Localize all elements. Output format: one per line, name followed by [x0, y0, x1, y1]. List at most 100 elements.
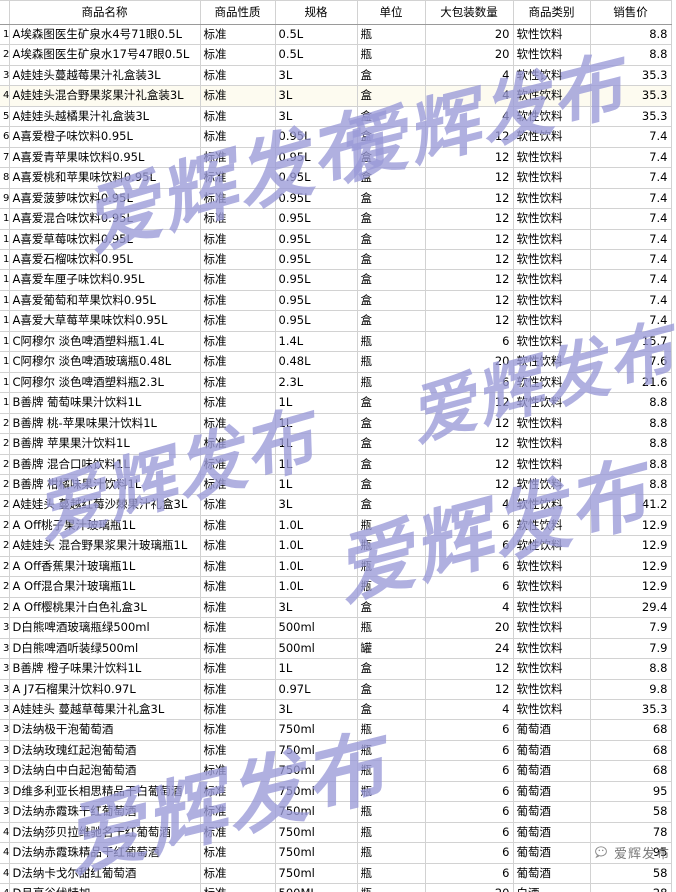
cell-rownum[interactable]: 20	[0, 413, 10, 435]
cell-cat[interactable]: 软性饮料	[513, 44, 591, 66]
cell-rownum[interactable]: 37	[0, 760, 10, 782]
cell-name[interactable]: A娃娃头越橘果汁礼盒装3L	[9, 106, 201, 128]
cell-price[interactable]: 12.9	[590, 515, 672, 537]
cell-price[interactable]: 7.9	[590, 638, 672, 660]
cell-rownum[interactable]: 8	[0, 167, 10, 189]
cell-spec[interactable]: 0.95L	[275, 310, 358, 332]
cell-nature[interactable]: 标准	[200, 494, 276, 516]
cell-price[interactable]: 7.4	[590, 167, 672, 189]
cell-rownum[interactable]: 12	[0, 249, 10, 271]
cell-price[interactable]: 7.4	[590, 269, 672, 291]
cell-spec[interactable]: 1.0L	[275, 515, 358, 537]
cell-spec[interactable]: 0.97L	[275, 679, 358, 700]
cell-pack[interactable]: 12	[425, 126, 514, 148]
cell-rownum[interactable]: 23	[0, 474, 10, 496]
cell-name[interactable]: A埃森图医生矿泉水4号71眼0.5L	[9, 24, 201, 46]
cell-name[interactable]: A娃娃头混合野果浆果汁礼盒装3L	[9, 85, 201, 107]
cell-spec[interactable]: 0.5L	[275, 44, 358, 66]
cell-name[interactable]: A喜爱混合味饮料0.95L	[9, 208, 201, 230]
table-row[interactable]: 38D维多利亚长相思精品干白葡萄酒标准750ml瓶6葡萄酒95	[0, 781, 672, 803]
cell-rownum[interactable]: 14	[0, 290, 10, 312]
cell-price[interactable]: 41.2	[590, 494, 672, 516]
cell-rownum[interactable]: 11	[0, 229, 10, 250]
cell-pack[interactable]: 20	[425, 351, 514, 373]
cell-nature[interactable]: 标准	[200, 188, 276, 210]
cell-cat[interactable]: 葡萄酒	[513, 781, 591, 803]
table-row[interactable]: 43D月亮谷伏特加标准500ML瓶20白酒28	[0, 883, 672, 892]
cell-cat[interactable]: 软性饮料	[513, 494, 591, 516]
column-header-unit[interactable]: 单位	[357, 0, 426, 25]
cell-unit[interactable]: 盒	[357, 229, 426, 250]
cell-cat[interactable]: 软性饮料	[513, 290, 591, 312]
cell-cat[interactable]: 软性饮料	[513, 454, 591, 475]
cell-price[interactable]: 8.8	[590, 392, 672, 414]
cell-rownum[interactable]: 26	[0, 535, 10, 557]
cell-unit[interactable]: 盒	[357, 208, 426, 230]
cell-name[interactable]: A喜爱橙子味饮料0.95L	[9, 126, 201, 148]
cell-price[interactable]: 78	[590, 822, 672, 844]
cell-nature[interactable]: 标准	[200, 576, 276, 598]
cell-name[interactable]: D白熊啤酒听装绿500ml	[9, 638, 201, 660]
cell-price[interactable]: 35.3	[590, 699, 672, 721]
table-row[interactable]: 37D法纳白中白起泡葡萄酒标准750ml瓶6葡萄酒68	[0, 760, 672, 782]
cell-rownum[interactable]: 5	[0, 106, 10, 128]
cell-nature[interactable]: 标准	[200, 760, 276, 782]
cell-nature[interactable]: 标准	[200, 433, 276, 455]
cell-price[interactable]: 7.4	[590, 188, 672, 210]
cell-name[interactable]: D法纳莎贝拉维驰名干红葡萄酒	[9, 822, 201, 844]
cell-name[interactable]: A喜爱青苹果味饮料0.95L	[9, 147, 201, 169]
cell-unit[interactable]: 瓶	[357, 883, 426, 892]
cell-pack[interactable]: 12	[425, 474, 514, 496]
cell-nature[interactable]: 标准	[200, 229, 276, 250]
cell-spec[interactable]: 750ml	[275, 719, 358, 741]
column-header-name[interactable]: 商品名称	[9, 0, 201, 25]
cell-nature[interactable]: 标准	[200, 85, 276, 107]
cell-pack[interactable]: 12	[425, 679, 514, 700]
cell-unit[interactable]: 瓶	[357, 822, 426, 844]
cell-name[interactable]: D法纳极干泡葡萄酒	[9, 719, 201, 741]
cell-unit[interactable]: 瓶	[357, 44, 426, 66]
column-header-rownum[interactable]	[0, 0, 10, 25]
cell-unit[interactable]: 盒	[357, 699, 426, 721]
cell-unit[interactable]: 盒	[357, 269, 426, 291]
cell-cat[interactable]: 软性饮料	[513, 392, 591, 414]
cell-name[interactable]: A喜爱石榴味饮料0.95L	[9, 249, 201, 271]
cell-unit[interactable]: 瓶	[357, 617, 426, 639]
cell-spec[interactable]: 0.95L	[275, 126, 358, 148]
table-row[interactable]: 4 A娃娃头混合野果浆果汁礼盒装3L 标准 3L 盒 4 软性饮料 35.3	[0, 85, 672, 107]
cell-pack[interactable]: 12	[425, 167, 514, 189]
cell-pack[interactable]: 20	[425, 617, 514, 639]
cell-cat[interactable]: 软性饮料	[513, 597, 591, 619]
cell-nature[interactable]: 标准	[200, 883, 276, 892]
cell-price[interactable]: 7.6	[590, 351, 672, 373]
cell-unit[interactable]: 盒	[357, 249, 426, 271]
cell-pack[interactable]: 6	[425, 822, 514, 844]
cell-name[interactable]: A Off樱桃果汁白色礼盒3L	[9, 597, 201, 619]
cell-price[interactable]: 8.8	[590, 413, 672, 435]
cell-pack[interactable]: 12	[425, 208, 514, 230]
cell-spec[interactable]: 750ml	[275, 781, 358, 803]
cell-nature[interactable]: 标准	[200, 372, 276, 394]
cell-pack[interactable]: 12	[425, 147, 514, 169]
cell-spec[interactable]: 0.95L	[275, 290, 358, 312]
cell-name[interactable]: B善牌 混合口味饮料1L	[9, 454, 201, 475]
cell-price[interactable]: 28	[590, 883, 672, 892]
cell-cat[interactable]: 软性饮料	[513, 413, 591, 435]
table-row[interactable]: 41D法纳赤霞珠精品干红葡萄酒标准750ml瓶6葡萄酒95	[0, 842, 672, 864]
cell-price[interactable]: 7.4	[590, 126, 672, 148]
cell-rownum[interactable]: 17	[0, 351, 10, 373]
cell-rownum[interactable]: 6	[0, 126, 10, 148]
cell-nature[interactable]: 标准	[200, 658, 276, 680]
column-header-pack[interactable]: 大包装数量	[425, 0, 514, 25]
cell-spec[interactable]: 500ML	[275, 883, 358, 892]
cell-nature[interactable]: 标准	[200, 863, 276, 885]
cell-cat[interactable]: 软性饮料	[513, 229, 591, 250]
cell-unit[interactable]: 盒	[357, 658, 426, 680]
cell-price[interactable]: 12.9	[590, 535, 672, 557]
